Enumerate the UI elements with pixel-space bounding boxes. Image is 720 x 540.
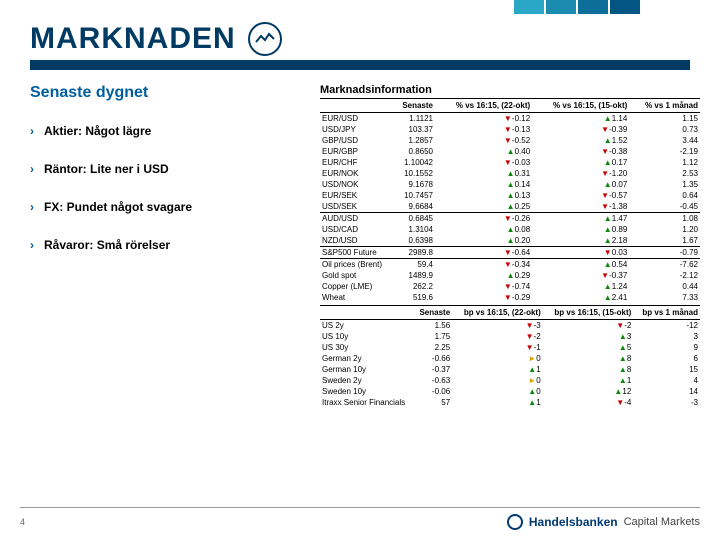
- table-row: Wheat519.6▼-0.29▲2.417.33: [320, 292, 700, 303]
- table-row: German 10y-0.37▲1▲815: [320, 364, 700, 375]
- table-row: GBP/USD1.2857▼-0.52▲1.523.44: [320, 135, 700, 146]
- market-info-panel: Marknadsinformation Senaste% vs 16:15, (…: [320, 84, 700, 408]
- bullet-item: Aktier: Något lägre: [30, 124, 310, 138]
- subhead: Senaste dygnet: [30, 84, 310, 102]
- table-row: US 30y2.25▼-1▲59: [320, 342, 700, 353]
- bullet-item: Räntor: Lite ner i USD: [30, 162, 310, 176]
- bullet-item: FX: Pundet något svagare: [30, 200, 310, 214]
- table-row: Sweden 10y-0.06▲0▲1214: [320, 386, 700, 397]
- table-row: NZD/USD0.6398▲0.20▲2.181.67: [320, 235, 700, 247]
- table-row: Copper (LME)262.2▼-0.74▲1.240.44: [320, 281, 700, 292]
- left-column: Senaste dygnet Aktier: Något lägre Räntor…: [30, 84, 310, 408]
- table-row: EUR/USD1.1121▼-0.12▲1.141.15: [320, 113, 700, 125]
- footer: 4 Handelsbanken Capital Markets: [20, 507, 700, 530]
- table-row: USD/JPY103.37▼-0.13▼-0.390.73: [320, 124, 700, 135]
- brand-suffix: Capital Markets: [624, 516, 700, 528]
- table-row: AUD/USD0.6845▼-0.26▲1.471.08: [320, 213, 700, 225]
- table-row: EUR/SEK10.7457▲0.13▼-0.570.64: [320, 190, 700, 201]
- table-row: USD/CAD1.3104▲0.08▲0.891.20: [320, 224, 700, 235]
- table-row: Gold spot1489.9▲0.29▼-0.37-2.12: [320, 270, 700, 281]
- table-row: US 2y1.56▼-3▼-2-12: [320, 320, 700, 332]
- title-rule: [30, 60, 690, 70]
- table-row: EUR/CHF1.10042▼-0.03▲0.171.12: [320, 157, 700, 168]
- top-accent: [514, 0, 640, 14]
- table-row: S&P500 Future2989.8▼-0.64▼0.03-0.79: [320, 247, 700, 259]
- table-row: EUR/NOK10.1552▲0.31▼-1.202.53: [320, 168, 700, 179]
- table-row: US 10y1.75▼-2▲33: [320, 331, 700, 342]
- panel-title: Marknadsinformation: [320, 84, 700, 96]
- table-row: USD/SEK9.6684▲0.25▼-1.38-0.45: [320, 201, 700, 213]
- rates-table: Senastebp vs 16:15, (22-okt)bp vs 16:15,…: [320, 305, 700, 408]
- table-row: USD/NOK9.1678▲0.14▲0.071.35: [320, 179, 700, 190]
- table-row: Oil prices (Brent)59.4▼-0.34▲0.54-7.62: [320, 259, 700, 271]
- brand: Handelsbanken Capital Markets: [507, 514, 700, 530]
- bullet-item: Råvaror: Små rörelser: [30, 238, 310, 252]
- table-row: German 2y-0.66►0▲86: [320, 353, 700, 364]
- fx-table: Senaste% vs 16:15, (22-okt)% vs 16:15, (…: [320, 98, 700, 303]
- table-row: Sweden 2y-0.63►0▲14: [320, 375, 700, 386]
- table-row: EUR/GBP0.8650▲0.40▼-0.38-2.19: [320, 146, 700, 157]
- page-title: MARKNADEN: [30, 22, 236, 56]
- chart-icon: [248, 22, 282, 56]
- page-number: 4: [20, 517, 25, 527]
- brand-name: Handelsbanken: [529, 515, 618, 529]
- brand-logo-icon: [507, 514, 523, 530]
- table-row: Itraxx Senior Financials57▲1▼-4-3: [320, 397, 700, 408]
